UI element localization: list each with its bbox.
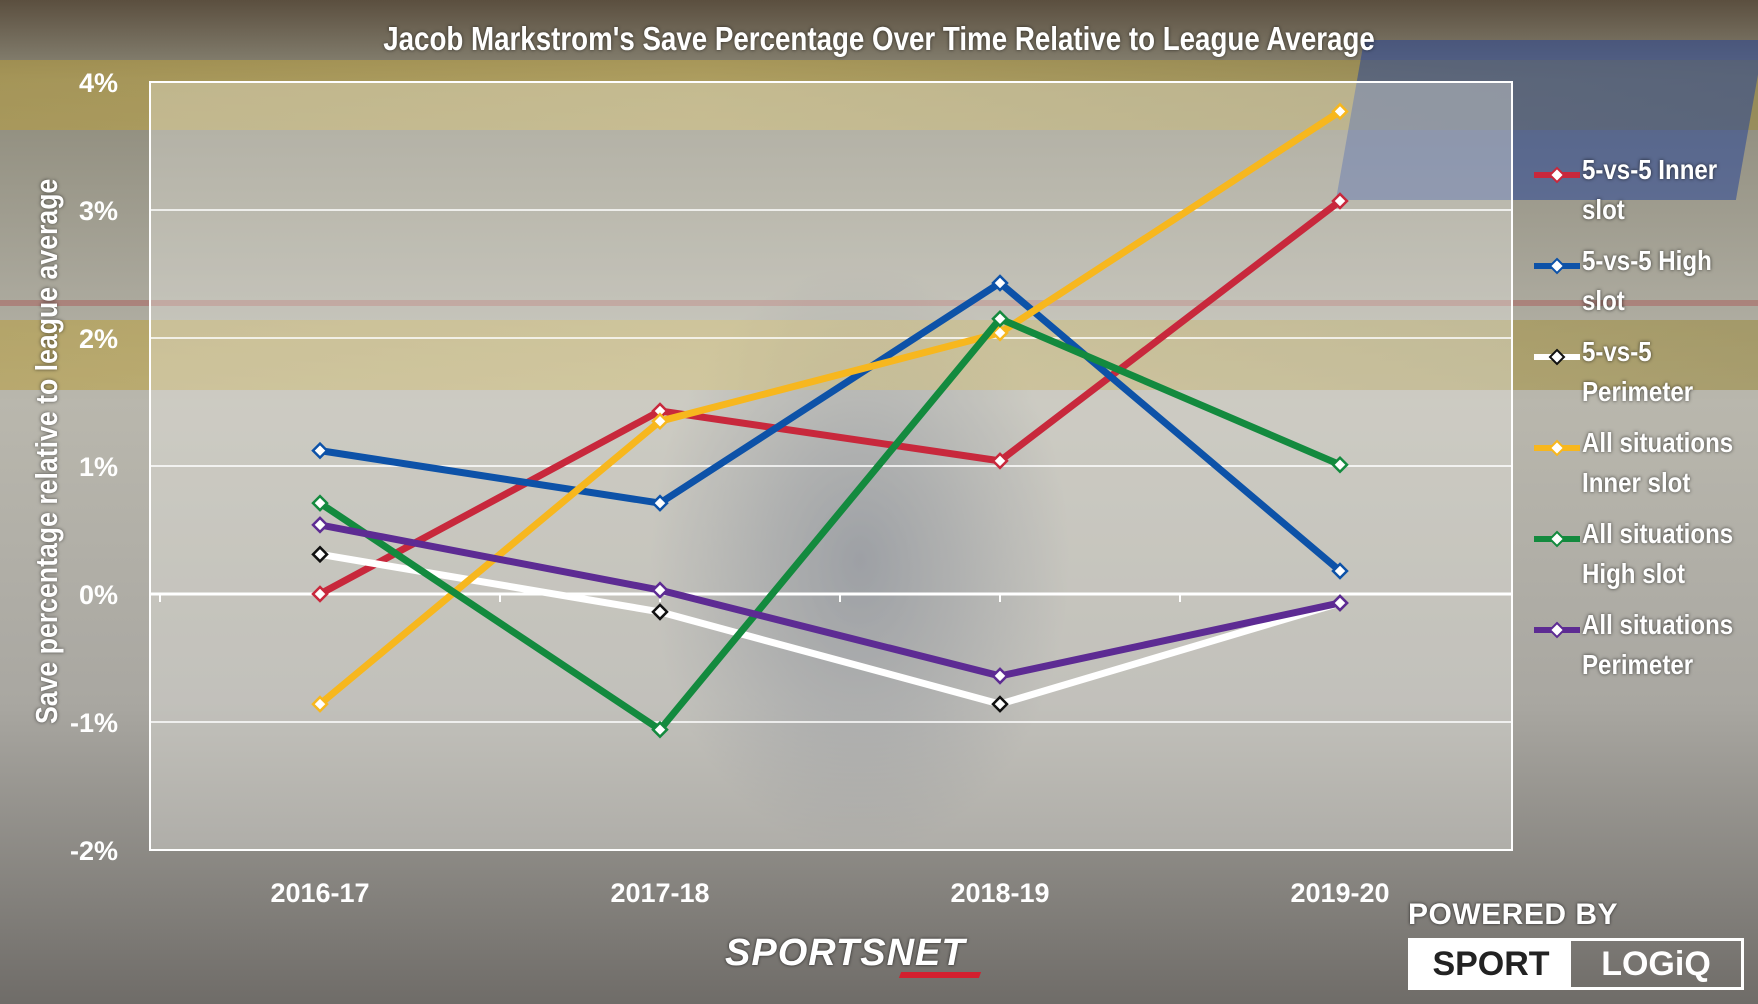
- gridlines: [149, 81, 1513, 851]
- sportlogiq-sport: SPORT: [1411, 941, 1571, 987]
- y-tick-label: 0%: [79, 580, 118, 610]
- sportsnet-accent: [898, 972, 982, 978]
- data-point: [1331, 594, 1349, 612]
- legend-label: All situations Inner slot: [1582, 427, 1734, 498]
- series-line: [318, 315, 1342, 734]
- data-point: [311, 516, 329, 534]
- data-point: [311, 494, 329, 512]
- data-point: [1331, 192, 1349, 210]
- x-axis-ticks: 2016-17 2017-18 2018-19 2019-20: [159, 594, 1390, 908]
- series-line: [318, 198, 1343, 598]
- legend-item: All situations Perimeter: [1530, 605, 1758, 696]
- data-point: [311, 545, 329, 564]
- data-point: [651, 412, 669, 430]
- series-line: [319, 550, 1341, 708]
- y-tick-label: 1%: [79, 452, 118, 482]
- data-point: [651, 494, 669, 512]
- powered-by-label: POWERED BY: [1408, 898, 1619, 931]
- legend-item: 5-vs-5 Inner slot: [1530, 150, 1758, 241]
- data-point: [1331, 455, 1349, 474]
- legend-item: All situations Inner slot: [1530, 423, 1758, 514]
- x-tick-label: 2019-20: [1290, 878, 1389, 908]
- legend-label: All situations Perimeter: [1582, 609, 1734, 680]
- legend-item: 5-vs-5 High slot: [1530, 241, 1758, 332]
- data-point: [991, 452, 1009, 470]
- rink-line: [0, 300, 1758, 306]
- series-5-vs-5-inner-slot: [311, 192, 1349, 603]
- sportlogiq-logo: SPORT LOGiQ: [1408, 938, 1744, 990]
- chart-legend: 5-vs-5 Inner slot 5-vs-5 High slot 5-vs-5 Per…: [1530, 150, 1758, 696]
- legend-swatch: [1534, 530, 1580, 548]
- series-5-vs-5-high-slot: [311, 274, 1349, 580]
- legend-item: All situations High slot: [1530, 514, 1758, 605]
- series-all-situations-inner-slot: [311, 102, 1349, 713]
- legend-label: 5-vs-5 Inner slot: [1582, 154, 1718, 225]
- arena-board: [0, 320, 1758, 390]
- data-point: [311, 585, 329, 603]
- legend-swatch: [1534, 257, 1580, 275]
- x-tick-label: 2017-18: [610, 878, 709, 908]
- series-5-vs-5-perimeter: [311, 545, 1349, 713]
- data-point: [651, 720, 669, 739]
- data-point: [991, 274, 1009, 292]
- series-all-situations-high-slot: [311, 310, 1349, 739]
- data-point: [1331, 102, 1349, 121]
- x-tick-label: 2016-17: [270, 878, 369, 908]
- y-tick-label: -1%: [70, 708, 118, 738]
- data-point: [311, 695, 329, 713]
- legend-item: 5-vs-5 Perimeter: [1530, 332, 1758, 423]
- series-lines: [311, 102, 1349, 739]
- legend-label: All situations High slot: [1582, 518, 1734, 589]
- y-tick-label: 4%: [79, 68, 118, 98]
- legend-swatch: [1534, 439, 1580, 457]
- legend-label: 5-vs-5 High slot: [1582, 245, 1712, 316]
- x-tick-label: 2018-19: [950, 878, 1049, 908]
- data-point: [991, 695, 1009, 713]
- y-tick-label: 2%: [79, 324, 118, 354]
- series-line: [319, 521, 1341, 680]
- legend-swatch: [1534, 166, 1580, 184]
- chart-title: Jacob Markstrom's Save Percentage Over T…: [383, 20, 1375, 57]
- legend-swatch: [1534, 348, 1580, 366]
- series-all-situations-perimeter: [311, 516, 1349, 685]
- data-point: [991, 667, 1009, 685]
- data-point: [651, 603, 669, 621]
- data-point: [651, 581, 669, 599]
- sportlogiq-logiq: LOGiQ: [1601, 945, 1711, 983]
- series-line: [319, 279, 1343, 574]
- data-point: [311, 441, 329, 460]
- legend-swatch: [1534, 621, 1580, 639]
- series-line: [317, 108, 1342, 707]
- y-tick-label: 3%: [79, 196, 118, 226]
- data-point: [1331, 562, 1349, 580]
- sportsnet-logo: SPORTSNET: [725, 932, 966, 974]
- y-tick-label: -2%: [70, 836, 118, 866]
- y-axis-ticks: -2% -1% 0% 1% 2% 3% 4%: [70, 68, 118, 866]
- y-axis-label: Save percentage relative to league avera…: [29, 178, 64, 724]
- data-point: [991, 324, 1009, 342]
- legend-label: 5-vs-5 Perimeter: [1582, 336, 1694, 407]
- data-point: [991, 310, 1009, 328]
